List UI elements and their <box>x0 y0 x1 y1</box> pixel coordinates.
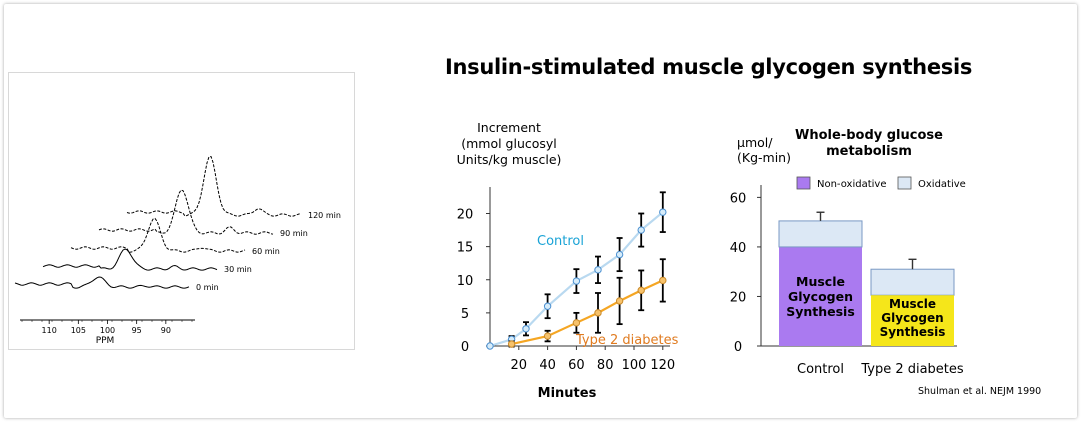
bar-inner-label-line: Glycogen <box>881 311 943 325</box>
data-point <box>659 276 667 285</box>
increment-y-label-line: Increment <box>477 120 541 135</box>
nmr-spectrum-label: 30 min <box>224 265 252 274</box>
increment-x-tick-label: 20 <box>511 358 528 373</box>
glucose-category-label: Control <box>797 362 844 377</box>
increment-x-label: Minutes <box>538 386 597 401</box>
increment-x-tick-label: 100 <box>622 358 647 373</box>
bar-inner-label-line: Synthesis <box>880 325 946 339</box>
data-point <box>637 286 645 295</box>
data-point <box>572 277 581 285</box>
increment-y-label-line: Units/kg muscle) <box>457 152 562 167</box>
increment-x-tick-label: 120 <box>650 358 675 373</box>
data-point <box>522 325 530 333</box>
nmr-spectra-panel <box>8 72 355 350</box>
data-point <box>507 340 516 348</box>
nmr-spectrum-label: 60 min <box>252 247 280 256</box>
bar-inner-label-line: Synthesis <box>786 304 855 319</box>
glucose-y-tick-label: 0 <box>734 340 742 355</box>
series-label-diabetes: Type 2 diabetes <box>575 333 679 348</box>
glucose-y-tick-label: 60 <box>730 191 747 206</box>
data-point <box>615 250 624 259</box>
legend-swatch <box>796 176 811 190</box>
glucose-chart-title-line: Whole-body glucose <box>795 128 943 143</box>
nmr-spectrum-line <box>42 248 218 271</box>
nmr-spectrum-line <box>14 276 190 289</box>
data-point <box>594 266 602 274</box>
data-point <box>543 332 552 340</box>
bar-inner-label-line: Muscle <box>889 297 936 311</box>
data-point <box>659 208 667 216</box>
stacked-bar-segment <box>779 246 862 346</box>
increment-x-tick-label: 80 <box>597 358 614 373</box>
glucose-chart-title-line: metabolism <box>826 144 912 159</box>
nmr-x-tick-label: 110 <box>42 326 57 335</box>
increment-y-tick-label: 0 <box>461 340 469 355</box>
nmr-spectrum-label: 0 min <box>196 283 219 292</box>
nmr-x-tick-label: 105 <box>71 326 86 335</box>
glucose-category-label: Type 2 diabetes <box>860 362 964 377</box>
increment-y-tick-label: 5 <box>461 307 469 322</box>
glucose-y-tick-label: 40 <box>730 241 747 256</box>
legend-swatch <box>897 176 912 190</box>
glucose-y-label-line: µmol/ <box>737 135 773 150</box>
nmr-x-label: PPM <box>96 336 115 346</box>
slide-title: Insulin-stimulated muscle glycogen synth… <box>445 55 973 79</box>
nmr-x-tick-label: 95 <box>132 326 142 335</box>
data-point <box>572 319 581 327</box>
nmr-spectrum-line <box>98 189 274 235</box>
legend-label: Non-oxidative <box>817 179 886 190</box>
nmr-x-tick-label: 100 <box>100 326 115 335</box>
increment-x-tick-label: 40 <box>539 358 556 373</box>
glucose-y-label-line: (Kg-min) <box>737 150 791 165</box>
bar-inner-label-line: Muscle <box>796 274 845 289</box>
glucose-y-tick-label: 20 <box>730 290 747 305</box>
nmr-spectrum-line <box>70 217 246 253</box>
data-point <box>637 226 645 234</box>
increment-y-tick-label: 10 <box>457 274 474 289</box>
nmr-spectrum-label: 90 min <box>280 229 308 238</box>
data-point <box>594 309 602 317</box>
nmr-spectrum-line <box>126 155 302 217</box>
data-point <box>543 302 552 310</box>
series-label-control: Control <box>537 234 584 249</box>
nmr-x-tick-label: 90 <box>161 326 171 335</box>
nmr-spectrum-label: 120 min <box>308 211 341 220</box>
stacked-bar-segment <box>870 268 955 296</box>
data-point <box>486 342 494 350</box>
increment-y-tick-label: 20 <box>457 208 474 223</box>
stacked-bar-segment <box>778 220 863 248</box>
legend-label: Oxidative <box>918 179 966 190</box>
increment-x-tick-label: 60 <box>568 358 585 373</box>
bar-inner-label-line: Glycogen <box>788 289 853 304</box>
citation: Shulman et al. NEJM 1990 <box>918 386 1042 397</box>
increment-y-label-line: (mmol glucosyl <box>461 136 557 151</box>
bar-highlight-segment <box>871 295 954 346</box>
data-point <box>615 297 624 305</box>
increment-y-tick-label: 15 <box>457 241 474 256</box>
